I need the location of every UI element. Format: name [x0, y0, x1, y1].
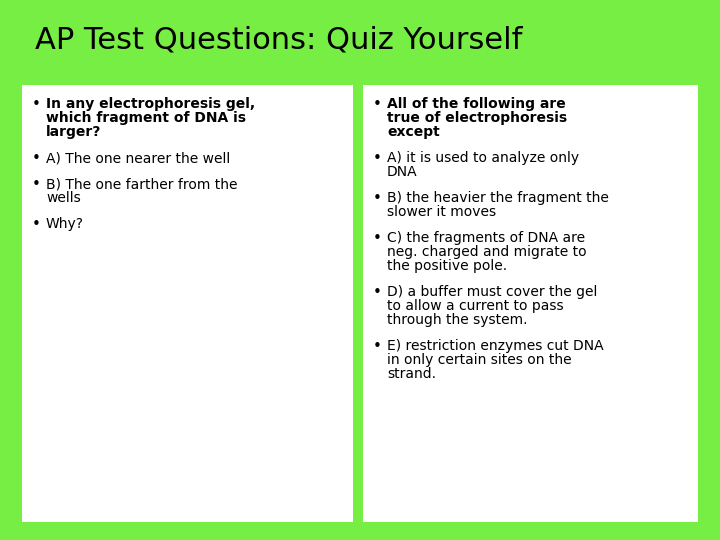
Text: to allow a current to pass: to allow a current to pass	[387, 299, 564, 313]
Text: A) The one nearer the well: A) The one nearer the well	[46, 151, 230, 165]
Text: •: •	[373, 97, 382, 112]
Text: •: •	[32, 97, 41, 112]
Text: •: •	[32, 217, 41, 232]
Text: DNA: DNA	[387, 165, 418, 179]
Text: B) The one farther from the: B) The one farther from the	[46, 177, 238, 191]
Text: in only certain sites on the: in only certain sites on the	[387, 353, 572, 367]
Text: All of the following are: All of the following are	[387, 97, 566, 111]
Text: larger?: larger?	[46, 125, 102, 139]
Text: C) the fragments of DNA are: C) the fragments of DNA are	[387, 231, 585, 245]
Text: •: •	[373, 285, 382, 300]
Text: D) a buffer must cover the gel: D) a buffer must cover the gel	[387, 285, 598, 299]
Text: except: except	[387, 125, 440, 139]
Text: through the system.: through the system.	[387, 313, 528, 327]
Text: In any electrophoresis gel,: In any electrophoresis gel,	[46, 97, 255, 111]
Text: slower it moves: slower it moves	[387, 205, 496, 219]
Text: •: •	[373, 339, 382, 354]
Text: B) the heavier the fragment the: B) the heavier the fragment the	[387, 191, 609, 205]
FancyBboxPatch shape	[22, 85, 353, 522]
Text: which fragment of DNA is: which fragment of DNA is	[46, 111, 246, 125]
Text: •: •	[32, 177, 41, 192]
Text: the positive pole.: the positive pole.	[387, 259, 507, 273]
Text: wells: wells	[46, 191, 81, 205]
Text: A) it is used to analyze only: A) it is used to analyze only	[387, 151, 579, 165]
Text: •: •	[373, 191, 382, 206]
FancyBboxPatch shape	[363, 85, 698, 522]
Text: •: •	[32, 151, 41, 166]
Text: neg. charged and migrate to: neg. charged and migrate to	[387, 245, 587, 259]
Text: Why?: Why?	[46, 217, 84, 231]
Text: E) restriction enzymes cut DNA: E) restriction enzymes cut DNA	[387, 339, 603, 353]
Text: •: •	[373, 231, 382, 246]
Text: AP Test Questions: Quiz Yourself: AP Test Questions: Quiz Yourself	[35, 25, 523, 55]
Text: •: •	[373, 151, 382, 166]
Text: true of electrophoresis: true of electrophoresis	[387, 111, 567, 125]
Text: strand.: strand.	[387, 367, 436, 381]
